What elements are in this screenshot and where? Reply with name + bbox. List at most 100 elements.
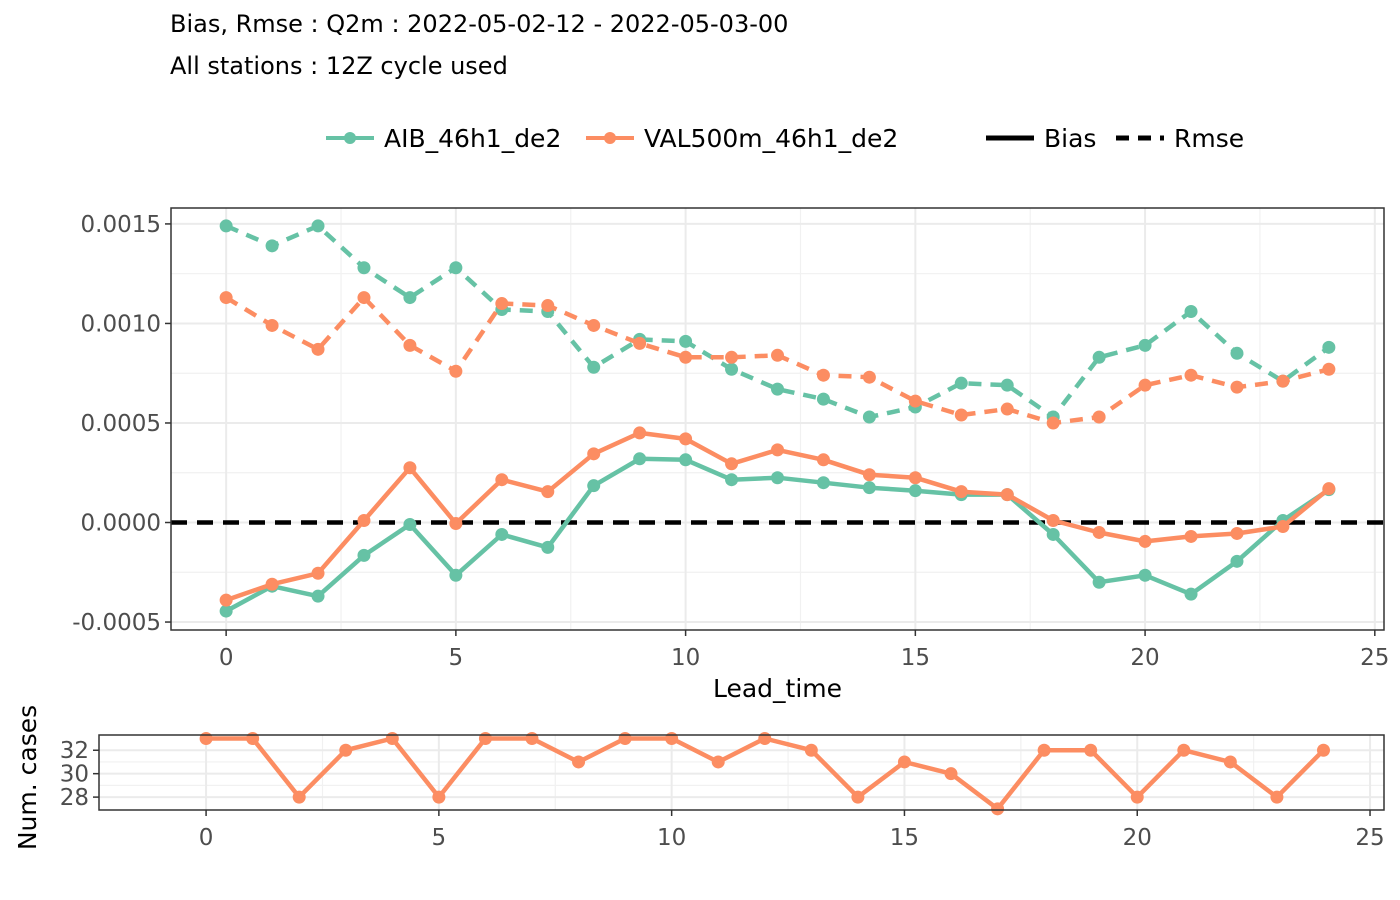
series-rmse-aib-46h1-de2-point [403, 291, 417, 305]
series-bias-aib-46h1-de2-point [495, 527, 509, 541]
series-bias-aib-46h1-de2-point [862, 481, 876, 495]
series-bias-val500m-46h1-de2-point [771, 443, 784, 457]
series-bias-aib-46h1-de2-point [816, 476, 830, 490]
y-tick-label: 0.0005 [81, 411, 161, 437]
series-val500m-46h1-de2-point [991, 802, 1005, 816]
series-bias-aib-46h1-de2-point [219, 604, 233, 618]
series-bias-val500m-46h1-de2-point [357, 514, 371, 528]
series-bias-val500m-46h1-de2-point [816, 453, 830, 467]
legend-item-model-1: AIB_46h1_de2 [322, 118, 561, 158]
series-bias-aib-46h1-de2-point [403, 518, 417, 531]
x-tick-label: 5 [449, 645, 464, 671]
series-bias-val500m-46h1-de2-point [265, 577, 279, 591]
series-bias-val500m-46h1-de2-point [311, 566, 325, 580]
series-bias-aib-46h1-de2-point [357, 548, 371, 562]
series-val500m-46h1-de2-point [665, 732, 679, 746]
series-rmse-aib-46h1-de2-point [725, 362, 739, 376]
x-tick-label: 5 [432, 825, 447, 851]
legend-key-rmse [1116, 135, 1164, 141]
series-rmse-val500m-46h1-de2-point [1046, 416, 1060, 430]
chart-title-line-1: Bias, Rmse : Q2m : 2022-05-02-12 - 2022-… [170, 10, 789, 38]
series-rmse-val500m-46h1-de2-point [633, 336, 647, 350]
series-bias-val500m-46h1-de2-point [403, 461, 417, 475]
series-rmse-aib-46h1-de2-point [771, 382, 784, 396]
x-axis-label: Lead_time [713, 674, 842, 703]
series-bias-aib-46h1-de2-point [633, 452, 647, 466]
x-tick-label: 15 [890, 825, 919, 851]
series-val500m-46h1-de2-point [572, 755, 586, 769]
plot-border [170, 207, 1385, 631]
series-bias-val500m-46h1-de2-point [541, 485, 555, 499]
y-axis-label: Num. cases [13, 705, 42, 850]
series-rmse-val500m-46h1-de2-point [771, 348, 784, 362]
series-bias-val500m-46h1-de2-point [1046, 514, 1060, 528]
series-rmse-val500m-46h1-de2-point [679, 350, 693, 364]
series-val500m-46h1-de2-point [385, 732, 399, 746]
series-bias-aib-46h1-de2-point [1092, 575, 1106, 589]
series-rmse-val500m-46h1-de2-point [1000, 402, 1014, 416]
series-bias-val500m-46h1-de2-point [725, 457, 739, 471]
series-rmse-val500m-46h1-de2-point [1092, 410, 1106, 424]
series-bias-val500m-46h1-de2-point [1000, 488, 1014, 502]
series-bias-aib-46h1-de2-point [1046, 527, 1060, 541]
series-bias-val500m-46h1-de2-point [679, 432, 693, 446]
series-rmse-val500m-46h1-de2-point [403, 338, 417, 352]
series-bias-aib-46h1-de2-point [771, 471, 784, 485]
series-bias-val500m-46h1-de2-point [633, 426, 647, 440]
series-bias-val500m-46h1-de2-point [495, 473, 509, 487]
series-val500m-46h1-de2-point [199, 732, 213, 746]
series-val500m-46h1-de2-point [1316, 743, 1330, 757]
series-val500m-46h1-de2-point [432, 790, 446, 804]
series-rmse-val500m-46h1-de2-point [725, 350, 739, 364]
series-val500m-46h1-de2-point [292, 790, 306, 804]
series-bias-aib-46h1-de2-point [725, 473, 739, 487]
series-val500m-46h1-de2-point [1270, 790, 1284, 804]
series-rmse-val500m-46h1-de2-point [265, 318, 279, 332]
series-rmse-val500m-46h1-de2-point [219, 291, 233, 305]
legend-label-bias: Bias [1044, 123, 1097, 153]
series-rmse-aib-46h1-de2-point [265, 239, 279, 253]
series-rmse-val500m-46h1-de2-point [1184, 368, 1198, 382]
series-rmse-aib-46h1-de2-point [311, 219, 325, 233]
y-tick-label: 32 [60, 738, 89, 764]
plot-background [171, 208, 1384, 630]
series-rmse-val500m-46h1-de2-point [311, 342, 325, 356]
series-bias-val500m-46h1-de2-point [1184, 529, 1198, 543]
series-rmse-val500m-46h1-de2-point [1230, 380, 1244, 394]
series-bias-aib-46h1-de2-point [1138, 568, 1152, 582]
series-rmse-val500m-46h1-de2-point [357, 291, 371, 305]
x-tick-label: 20 [1123, 825, 1152, 851]
plot-background [99, 735, 1384, 810]
y-tick-label: 0.0000 [81, 511, 161, 537]
x-tick-label: 0 [219, 645, 234, 671]
plot-border [98, 734, 1385, 811]
series-val500m-46h1-de2-point [246, 732, 260, 746]
series-val500m-46h1-de2-point [618, 732, 632, 746]
series-rmse-aib-46h1-de2-point [1138, 338, 1152, 352]
legend-item-model-2: VAL500m_46h1_de2 [582, 118, 898, 158]
series-rmse-aib-46h1-de2-point [357, 261, 371, 275]
series-val500m-46h1-de2-point [1223, 755, 1237, 769]
series-val500m-46h1-de2-point [1130, 790, 1144, 804]
series-rmse-val500m-46h1-de2-point [954, 408, 968, 422]
series-bias-val500m-46h1-de2-point [587, 447, 601, 461]
series-rmse-aib-46h1-de2-point [219, 219, 233, 233]
x-tick-label: 25 [1360, 645, 1389, 671]
series-bias-val500m-46h1-de2-point [1092, 525, 1106, 539]
chart-panel-1: 0 5 10 15 20 25 -0.0005 0.0000 0.0005 0.0010 0.001… [72, 207, 1389, 703]
series-rmse-val500m-46h1-de2-point [908, 394, 922, 408]
legend-key-bias [986, 135, 1034, 141]
series-val500m-46h1-de2-point [804, 743, 818, 757]
legend-label-model-1: AIB_46h1_de2 [384, 123, 562, 153]
series-rmse-aib-46h1-de2-point [587, 360, 601, 374]
x-tick-label: 25 [1355, 825, 1384, 851]
series-rmse-val500m-46h1-de2-point [449, 364, 463, 378]
series-val500m-46h1-de2-point [897, 755, 911, 769]
x-tick-label: 10 [671, 645, 700, 671]
series-rmse-aib-46h1-de2-point [954, 376, 968, 390]
series-rmse-aib-46h1-de2-point [1000, 378, 1014, 392]
x-tick-label: 15 [901, 645, 930, 671]
series-rmse-aib-46h1-de2-point [1184, 305, 1198, 319]
legend-key-model-2 [586, 132, 634, 144]
